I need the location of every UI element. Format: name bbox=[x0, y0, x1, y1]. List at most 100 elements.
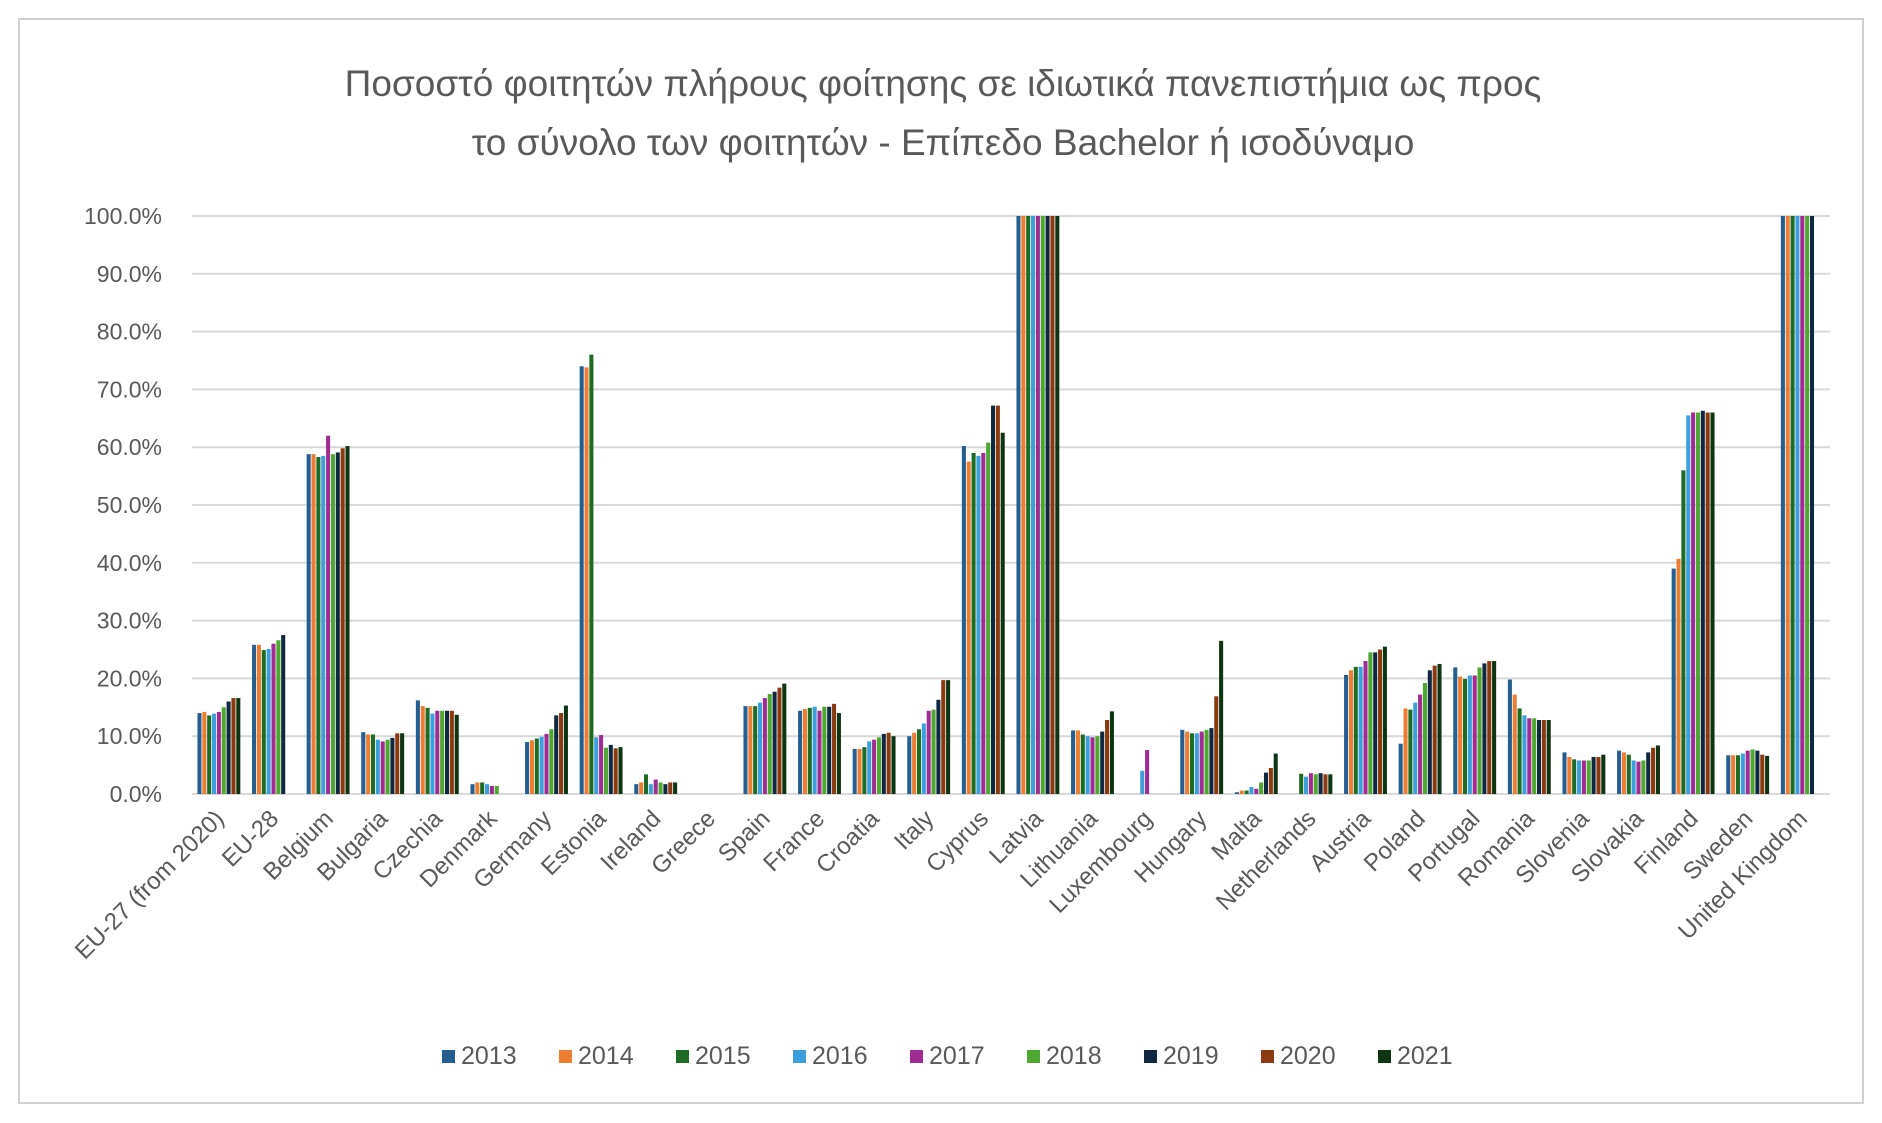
x-tick-label: Croatia bbox=[811, 805, 885, 879]
bar bbox=[1185, 731, 1190, 794]
bar bbox=[1765, 755, 1770, 794]
bar bbox=[1750, 749, 1755, 794]
bar bbox=[549, 729, 554, 794]
bar bbox=[1109, 711, 1114, 794]
bar bbox=[1686, 415, 1691, 794]
bar bbox=[231, 698, 236, 794]
bar bbox=[1145, 750, 1150, 794]
bar bbox=[1710, 412, 1715, 794]
bar bbox=[743, 706, 748, 794]
y-tick-label: 80.0% bbox=[97, 319, 162, 345]
bar bbox=[912, 732, 917, 794]
bar bbox=[1790, 216, 1795, 794]
bar bbox=[941, 680, 946, 794]
bar bbox=[1031, 216, 1036, 794]
bar bbox=[559, 713, 564, 794]
bar bbox=[489, 785, 494, 794]
bar bbox=[1700, 410, 1705, 794]
bar bbox=[425, 707, 430, 794]
bar bbox=[1586, 760, 1591, 794]
bar bbox=[1726, 755, 1731, 794]
bar bbox=[986, 442, 991, 794]
bar bbox=[1631, 760, 1636, 794]
bar bbox=[316, 457, 321, 794]
bar bbox=[330, 454, 335, 794]
bar bbox=[221, 707, 226, 794]
bar bbox=[643, 774, 649, 794]
bar bbox=[1408, 709, 1413, 794]
bar bbox=[271, 643, 276, 794]
bar bbox=[1601, 754, 1606, 794]
bar bbox=[1040, 216, 1045, 794]
bar bbox=[1809, 216, 1815, 794]
bar bbox=[1219, 640, 1224, 794]
y-tick-label: 20.0% bbox=[97, 665, 162, 691]
y-tick-label: 50.0% bbox=[97, 492, 162, 518]
bar bbox=[1472, 675, 1477, 794]
bar bbox=[1353, 666, 1358, 794]
bar bbox=[226, 701, 231, 794]
bar bbox=[1021, 216, 1026, 794]
bar bbox=[995, 405, 1000, 794]
bar bbox=[1180, 729, 1185, 794]
bar bbox=[966, 461, 971, 794]
bar bbox=[971, 452, 976, 794]
bar bbox=[1026, 216, 1031, 794]
bar bbox=[1536, 720, 1542, 794]
bar bbox=[1268, 767, 1273, 794]
bar bbox=[1085, 736, 1090, 794]
bar bbox=[1254, 788, 1259, 794]
bar bbox=[608, 744, 613, 794]
bar bbox=[1735, 755, 1741, 794]
bar bbox=[1304, 776, 1309, 794]
bar bbox=[281, 635, 286, 794]
y-tick-label: 30.0% bbox=[97, 608, 162, 634]
bar bbox=[544, 733, 549, 794]
bar bbox=[1199, 731, 1204, 794]
bar bbox=[1368, 652, 1373, 794]
bar bbox=[385, 739, 390, 794]
bar bbox=[380, 741, 385, 794]
bar bbox=[1189, 733, 1195, 794]
bar bbox=[361, 732, 366, 794]
y-tick-label: 100.0% bbox=[84, 203, 162, 229]
bar bbox=[1800, 216, 1805, 794]
bar bbox=[1577, 760, 1582, 794]
bar bbox=[867, 741, 872, 794]
bar bbox=[862, 747, 867, 794]
bar bbox=[777, 687, 782, 794]
bar bbox=[340, 448, 345, 794]
bar bbox=[525, 741, 530, 794]
bar bbox=[762, 698, 767, 794]
chart-title-line-2: το σύνολο των φοιτητών - Επίπεδο Bachelo… bbox=[472, 122, 1415, 163]
bar bbox=[321, 455, 326, 794]
bar bbox=[435, 710, 440, 794]
bar bbox=[216, 711, 221, 794]
bar bbox=[836, 713, 841, 794]
bar bbox=[668, 782, 673, 794]
bar bbox=[827, 706, 832, 794]
bar bbox=[529, 740, 534, 794]
bar bbox=[1363, 661, 1368, 794]
bar bbox=[306, 454, 311, 794]
y-tick-label: 40.0% bbox=[97, 550, 162, 576]
bar bbox=[454, 714, 459, 794]
bar bbox=[872, 739, 877, 794]
bar bbox=[876, 737, 881, 794]
legend-swatch bbox=[676, 1050, 689, 1063]
bar bbox=[345, 446, 350, 794]
legend-swatch bbox=[559, 1050, 572, 1063]
bar bbox=[1234, 792, 1239, 794]
bar bbox=[1591, 757, 1596, 794]
bar bbox=[1358, 666, 1363, 794]
bar bbox=[584, 367, 589, 794]
bar bbox=[639, 782, 644, 794]
bar bbox=[202, 711, 207, 794]
bar bbox=[1532, 718, 1537, 794]
bar bbox=[212, 713, 217, 794]
bar bbox=[534, 738, 539, 794]
bar bbox=[658, 782, 663, 794]
bar bbox=[1373, 652, 1378, 794]
bar bbox=[266, 648, 271, 794]
bar bbox=[1075, 730, 1080, 794]
